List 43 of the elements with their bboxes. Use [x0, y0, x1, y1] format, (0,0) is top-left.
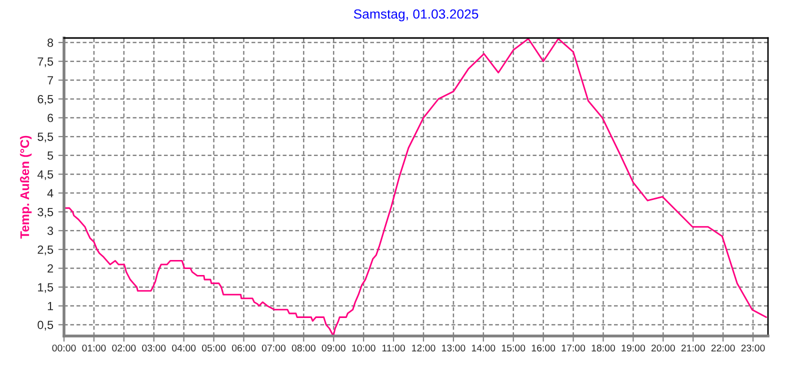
y-axis-title: Temp. Außen (°C): [20, 136, 32, 239]
x-tick-label: 17:00: [562, 344, 586, 352]
x-tick-label: 01:00: [82, 344, 106, 352]
y-tick-label: 5: [47, 152, 54, 160]
x-tick-label: 18:00: [592, 344, 616, 352]
x-tick-label: 15:00: [502, 344, 526, 352]
y-tick-label: 8: [48, 38, 54, 47]
x-tick-label: 22:00: [711, 344, 735, 352]
y-tick-label: 3,5: [38, 208, 54, 218]
y-tick-label: 3: [47, 226, 54, 236]
chart-title: Samstag, 01.03.2025: [354, 9, 478, 22]
y-tick-label: 4: [47, 189, 54, 198]
x-tick-label: 10:00: [352, 344, 376, 352]
x-tick-label: 11:00: [382, 344, 405, 352]
x-tick-label: 05:00: [202, 344, 226, 352]
y-tick-label: 6,5: [38, 94, 54, 105]
x-tick-label: 02:00: [112, 344, 136, 352]
x-tick-label: 06:00: [232, 344, 256, 352]
line-series: [64, 38, 767, 336]
x-tick-label: 13:00: [442, 344, 466, 352]
x-tick-label: 09:00: [322, 344, 346, 352]
y-tick-label: 4,5: [37, 170, 54, 180]
y-tick-label: 7: [48, 76, 53, 84]
x-tick-label: 00:00: [52, 344, 76, 352]
y-tick-label: 2: [48, 264, 53, 273]
x-tick-label: 07:00: [262, 344, 286, 352]
x-tick-label: 03:00: [142, 344, 166, 352]
x-tick-label: 21:00: [681, 344, 705, 352]
y-tick-label: 2,5: [38, 245, 54, 256]
x-tick-label: 04:00: [172, 344, 196, 352]
y-tick-label: 0,5: [38, 320, 54, 330]
y-tick-label: 1: [48, 302, 54, 310]
y-tick-label: 5,5: [38, 132, 54, 142]
x-tick-label: 19:00: [622, 344, 645, 352]
y-tick-label: 6: [48, 114, 54, 122]
y-tick-label: 1,5: [38, 283, 54, 293]
x-tick-label: 08:00: [292, 344, 316, 352]
x-tick-label: 20:00: [651, 344, 675, 352]
x-tick-label: 12:00: [412, 344, 436, 352]
x-tick-label: 14:00: [472, 344, 496, 352]
y-tick-label: 7,5: [38, 57, 54, 68]
x-tick-label: 16:00: [532, 344, 556, 352]
x-tick-label: 23:00: [741, 344, 765, 352]
